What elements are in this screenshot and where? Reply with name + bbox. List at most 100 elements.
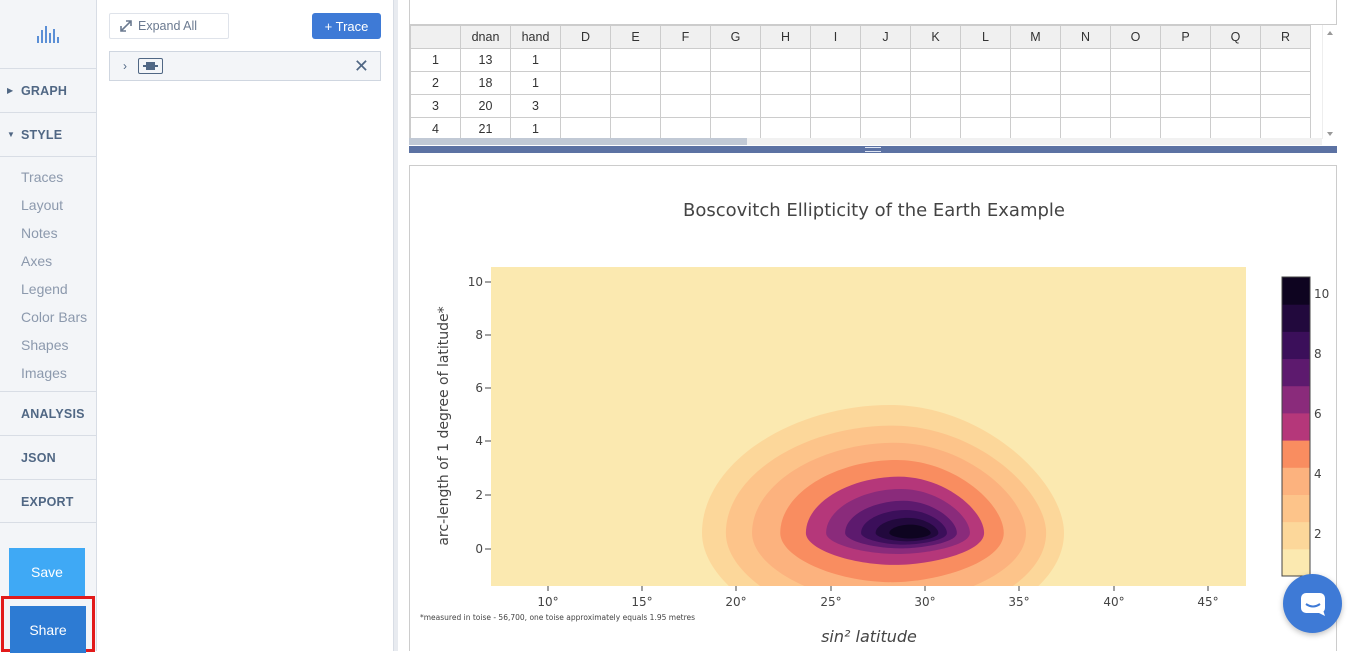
table-cell[interactable]	[1210, 48, 1261, 72]
table-cell[interactable]	[910, 71, 961, 95]
data-grid[interactable]: dnan hand D E F G H I J K L M N O P Q R 1 13 1 2 18 1 3 20 3 4 21 1	[409, 25, 1322, 139]
table-cell[interactable]	[610, 94, 661, 118]
table-cell[interactable]	[1260, 48, 1311, 72]
table-cell[interactable]	[660, 48, 711, 72]
panel-divider[interactable]	[394, 0, 398, 651]
nav-analysis[interactable]: ANALYSIS	[0, 391, 96, 435]
table-cell[interactable]	[810, 71, 861, 95]
style-item-traces[interactable]: Traces	[21, 169, 64, 185]
scroll-thumb[interactable]	[409, 138, 747, 145]
table-cell[interactable]: 1	[510, 71, 561, 95]
table-cell[interactable]	[810, 94, 861, 118]
table-cell[interactable]	[760, 117, 811, 139]
close-icon[interactable]: ✕	[353, 56, 369, 76]
table-cell[interactable]	[860, 94, 911, 118]
table-cell[interactable]	[710, 117, 761, 139]
app-logo[interactable]	[0, 0, 96, 68]
column-header[interactable]: R	[1260, 25, 1311, 49]
table-cell[interactable]	[1210, 94, 1261, 118]
column-header[interactable]: I	[810, 25, 861, 49]
column-header[interactable]: M	[1010, 25, 1061, 49]
table-cell[interactable]	[760, 94, 811, 118]
table-cell[interactable]	[1210, 71, 1261, 95]
contour-plot[interactable]: Boscovitch Ellipticity of the Earth Exam…	[410, 166, 1338, 652]
table-cell[interactable]	[1110, 48, 1161, 72]
table-cell[interactable]	[1010, 94, 1061, 118]
table-cell[interactable]: 3	[510, 94, 561, 118]
table-cell[interactable]	[1260, 71, 1311, 95]
column-header[interactable]: D	[560, 25, 611, 49]
table-cell[interactable]	[610, 48, 661, 72]
chat-launcher-button[interactable]	[1283, 574, 1342, 633]
table-cell[interactable]: 1	[510, 117, 561, 139]
table-cell[interactable]	[1160, 94, 1211, 118]
style-item-layout[interactable]: Layout	[21, 197, 64, 213]
table-cell[interactable]	[1060, 117, 1111, 139]
table-cell[interactable]	[860, 71, 911, 95]
table-cell[interactable]	[560, 48, 611, 72]
table-cell[interactable]: 1	[510, 48, 561, 72]
add-trace-button[interactable]: + Trace	[312, 13, 381, 39]
table-cell[interactable]	[910, 48, 961, 72]
table-cell[interactable]	[860, 48, 911, 72]
horizontal-scrollbar[interactable]	[409, 138, 1322, 145]
column-header[interactable]: F	[660, 25, 711, 49]
table-cell[interactable]	[1010, 71, 1061, 95]
table-cell[interactable]	[1260, 94, 1311, 118]
column-header[interactable]: Q	[1210, 25, 1261, 49]
column-header[interactable]: hand	[510, 25, 561, 49]
row-number[interactable]: 2	[410, 71, 461, 95]
column-header[interactable]: E	[610, 25, 661, 49]
table-cell[interactable]	[960, 94, 1011, 118]
table-cell[interactable]	[760, 71, 811, 95]
table-cell[interactable]	[1060, 71, 1111, 95]
table-cell[interactable]	[1110, 71, 1161, 95]
table-cell[interactable]	[610, 117, 661, 139]
column-header[interactable]: J	[860, 25, 911, 49]
drag-handle-icon[interactable]	[865, 147, 881, 152]
table-cell[interactable]	[1060, 48, 1111, 72]
expand-all-button[interactable]: Expand All	[109, 13, 229, 39]
table-cell[interactable]	[810, 48, 861, 72]
table-cell[interactable]: 21	[460, 117, 511, 139]
column-header[interactable]: P	[1160, 25, 1211, 49]
nav-json[interactable]: JSON	[0, 435, 96, 479]
table-cell[interactable]	[710, 71, 761, 95]
nav-export[interactable]: EXPORT	[0, 479, 96, 523]
table-cell[interactable]	[1260, 117, 1311, 139]
style-item-notes[interactable]: Notes	[21, 225, 58, 241]
row-number[interactable]: 1	[410, 48, 461, 72]
table-cell[interactable]	[610, 71, 661, 95]
table-cell[interactable]	[560, 94, 611, 118]
vertical-scrollbar[interactable]	[1322, 25, 1337, 139]
column-header[interactable]	[410, 25, 461, 49]
table-cell[interactable]	[1110, 94, 1161, 118]
table-cell[interactable]	[960, 71, 1011, 95]
table-cell[interactable]: 13	[460, 48, 511, 72]
table-cell[interactable]	[560, 117, 611, 139]
nav-graph[interactable]: ▶ GRAPH	[0, 68, 96, 112]
table-cell[interactable]	[1160, 117, 1211, 139]
trace-item[interactable]: › ✕	[109, 51, 381, 81]
column-header[interactable]: dnan	[460, 25, 511, 49]
style-item-images[interactable]: Images	[21, 365, 67, 381]
table-cell[interactable]	[1160, 48, 1211, 72]
column-header[interactable]: N	[1060, 25, 1111, 49]
plot-area[interactable]: Boscovitch Ellipticity of the Earth Exam…	[409, 165, 1337, 651]
table-cell[interactable]	[860, 117, 911, 139]
style-item-shapes[interactable]: Shapes	[21, 337, 69, 353]
table-cell[interactable]	[660, 71, 711, 95]
row-number[interactable]: 4	[410, 117, 461, 139]
column-header[interactable]: G	[710, 25, 761, 49]
table-cell[interactable]	[810, 117, 861, 139]
table-cell[interactable]	[1210, 117, 1261, 139]
table-cell[interactable]	[1010, 117, 1061, 139]
row-number[interactable]: 3	[410, 94, 461, 118]
chevron-right-icon[interactable]: ›	[123, 59, 127, 73]
table-cell[interactable]	[960, 48, 1011, 72]
table-cell[interactable]	[1160, 71, 1211, 95]
table-cell[interactable]	[910, 117, 961, 139]
style-item-legend[interactable]: Legend	[21, 281, 68, 297]
table-cell[interactable]: 18	[460, 71, 511, 95]
table-cell[interactable]	[960, 117, 1011, 139]
